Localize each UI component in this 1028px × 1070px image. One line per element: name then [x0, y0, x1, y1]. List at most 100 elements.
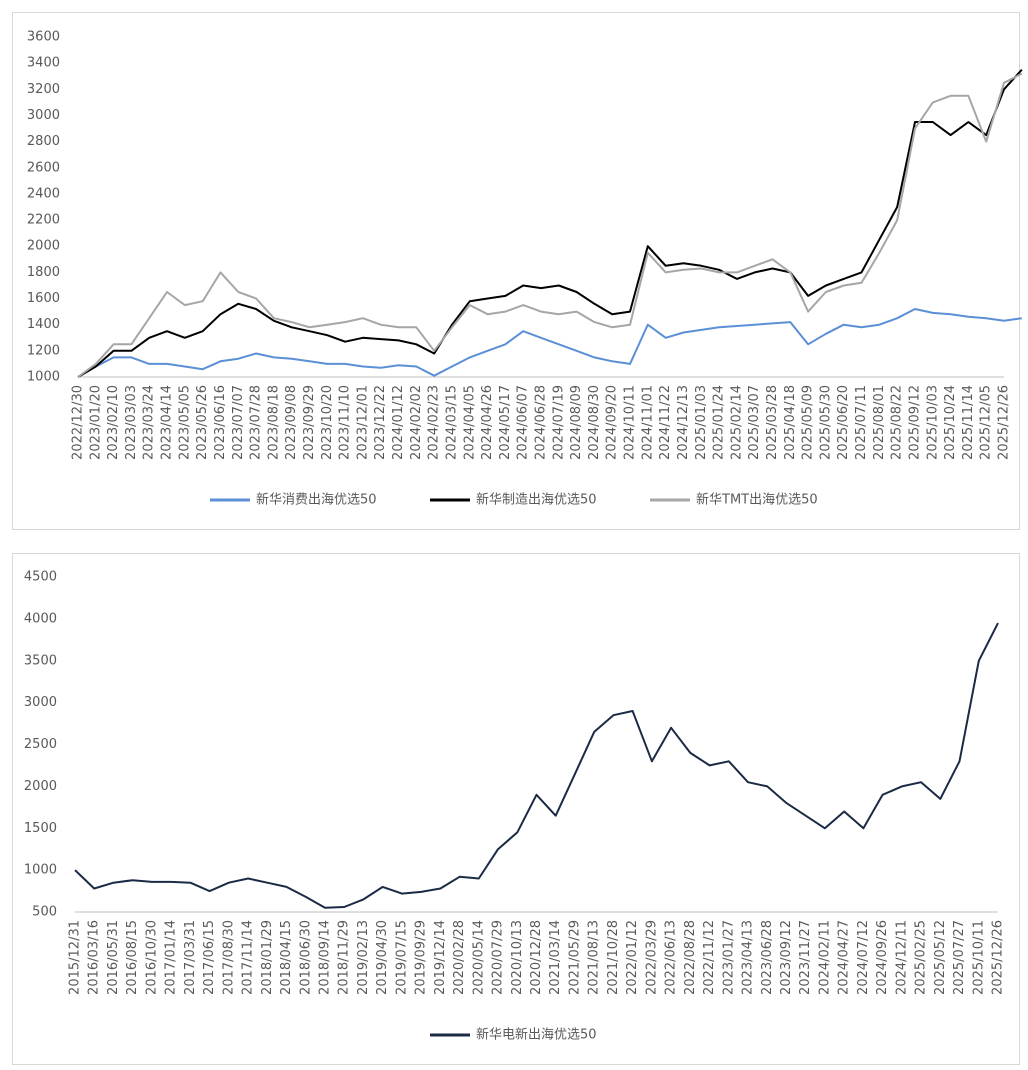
x-tick-label: 2024/10/11: [623, 385, 638, 460]
x-tick-label: 2020/12/28: [529, 920, 544, 995]
x-tick-label: 2019/12/14: [433, 920, 448, 995]
x-tick-label: 2022/03/29: [644, 920, 659, 995]
x-tick-label: 2018/04/15: [279, 920, 294, 995]
x-tick-label: 2024/11/01: [640, 385, 655, 460]
x-tick-label: 2017/08/30: [221, 920, 236, 995]
y-tick-label: 1600: [27, 291, 60, 306]
y-tick-label: 2400: [27, 186, 60, 201]
legend-label: 新华TMT出海优选50: [696, 492, 818, 508]
x-tick-label: 2024/08/30: [587, 385, 602, 460]
x-tick-label: 2024/03/15: [444, 385, 459, 460]
x-tick-label: 2015/12/31: [68, 920, 83, 995]
x-tick-label: 2024/02/23: [427, 385, 442, 460]
x-tick-label: 2025/03/07: [747, 385, 762, 460]
x-tick-label: 2023/05/05: [177, 385, 192, 460]
x-tick-label: 2017/03/31: [183, 920, 198, 995]
x-tick-label: 2024/07/19: [551, 385, 566, 460]
x-tick-label: 2024/01/12: [391, 385, 406, 460]
x-tick-label: 2023/02/10: [106, 385, 121, 460]
x-tick-label: 2025/10/24: [943, 385, 958, 460]
x-tick-label: 2019/07/15: [394, 920, 409, 995]
y-tick-label: 2500: [24, 737, 57, 752]
x-tick-label: 2024/02/11: [817, 920, 832, 995]
x-tick-label: 2016/03/16: [87, 920, 102, 995]
x-tick-label: 2025/08/01: [872, 385, 887, 460]
x-tick-label: 2025/05/30: [818, 385, 833, 460]
y-tick-label: 3200: [27, 82, 60, 97]
x-tick-label: 2020/02/28: [452, 920, 467, 995]
x-tick-label: 2018/06/30: [298, 920, 313, 995]
x-tick-label: 2023/01/27: [721, 920, 736, 995]
x-tick-label: 2023/07/07: [231, 385, 246, 460]
x-tick-label: 2024/12/11: [894, 920, 909, 995]
x-tick-label: 2025/09/12: [907, 385, 922, 460]
x-tick-label: 2018/11/29: [337, 920, 352, 995]
x-tick-label: 2023/03/24: [142, 385, 157, 460]
x-tick-label: 2025/07/11: [854, 385, 869, 460]
y-tick-label: 2800: [27, 134, 60, 149]
series-line: [77, 308, 1022, 378]
series-line: [77, 72, 1023, 378]
x-tick-label: 2023/04/13: [741, 920, 756, 995]
x-tick-label: 2022/01/12: [625, 920, 640, 995]
x-tick-label: 2017/06/15: [202, 920, 217, 995]
y-tick-label: 4000: [24, 611, 57, 626]
x-tick-label: 2016/10/30: [144, 920, 159, 995]
x-tick-label: 2024/04/05: [462, 385, 477, 460]
series-line: [77, 69, 1023, 378]
x-tick-label: 2021/10/28: [606, 920, 621, 995]
legend-label: 新华制造出海优选50: [476, 492, 597, 508]
x-tick-label: 2023/09/08: [284, 385, 299, 460]
x-tick-label: 2022/11/12: [702, 920, 717, 995]
y-tick-label: 2600: [27, 160, 60, 175]
x-tick-label: 2023/08/18: [266, 385, 281, 460]
y-tick-label: 1000: [27, 370, 60, 385]
x-tick-label: 2025/06/20: [836, 385, 851, 460]
chart-frame: [12, 12, 1020, 530]
x-tick-label: 2025/10/03: [925, 385, 940, 460]
x-tick-label: 2016/08/15: [125, 920, 140, 995]
x-tick-label: 2018/01/29: [260, 920, 275, 995]
x-tick-label: 2023/01/20: [88, 385, 103, 460]
x-tick-label: 2024/07/12: [856, 920, 871, 995]
x-tick-label: 2025/07/27: [952, 920, 967, 995]
y-tick-label: 3500: [24, 653, 57, 668]
x-tick-label: 2025/11/14: [961, 385, 976, 460]
x-tick-label: 2022/08/28: [683, 920, 698, 995]
x-tick-label: 2024/05/17: [498, 385, 513, 460]
y-tick-label: 3600: [27, 30, 60, 45]
x-tick-label: 2025/02/14: [729, 385, 744, 460]
x-tick-label: 2024/06/28: [534, 385, 549, 460]
x-tick-label: 2023/12/01: [355, 385, 370, 460]
x-tick-label: 2025/12/26: [997, 385, 1012, 460]
x-tick-label: 2024/06/07: [516, 385, 531, 460]
legend-label: 新华消费出海优选50: [256, 492, 377, 508]
x-tick-label: 2023/06/16: [213, 385, 228, 460]
x-tick-label: 2025/05/12: [933, 920, 948, 995]
legend-label: 新华电新出海优选50: [476, 1027, 597, 1043]
x-tick-label: 2020/07/29: [491, 920, 506, 995]
series-line: [74, 622, 999, 909]
y-tick-label: 1400: [27, 317, 60, 332]
x-tick-label: 2020/10/13: [510, 920, 525, 995]
x-tick-label: 2022/06/13: [664, 920, 679, 995]
x-tick-label: 2023/11/10: [338, 385, 353, 460]
x-tick-label: 2019/02/13: [356, 920, 371, 995]
x-tick-label: 2022/12/30: [71, 385, 86, 460]
x-tick-label: 2020/05/14: [471, 920, 486, 995]
x-tick-label: 2024/12/13: [676, 385, 691, 460]
y-tick-label: 3400: [27, 56, 60, 71]
x-tick-label: 2023/09/12: [779, 920, 794, 995]
y-tick-label: 3000: [24, 695, 57, 710]
x-tick-label: 2023/04/14: [160, 385, 175, 460]
y-tick-label: 2000: [24, 779, 57, 794]
x-tick-label: 2017/01/14: [164, 920, 179, 995]
y-tick-label: 4500: [24, 570, 57, 585]
x-tick-label: 2019/04/30: [375, 920, 390, 995]
x-tick-label: 2023/09/29: [302, 385, 317, 460]
y-tick-label: 2200: [27, 213, 60, 228]
x-tick-label: 2023/10/20: [320, 385, 335, 460]
x-tick-label: 2025/12/26: [991, 920, 1006, 995]
x-tick-label: 2025/12/05: [979, 385, 994, 460]
x-tick-label: 2024/09/26: [875, 920, 890, 995]
